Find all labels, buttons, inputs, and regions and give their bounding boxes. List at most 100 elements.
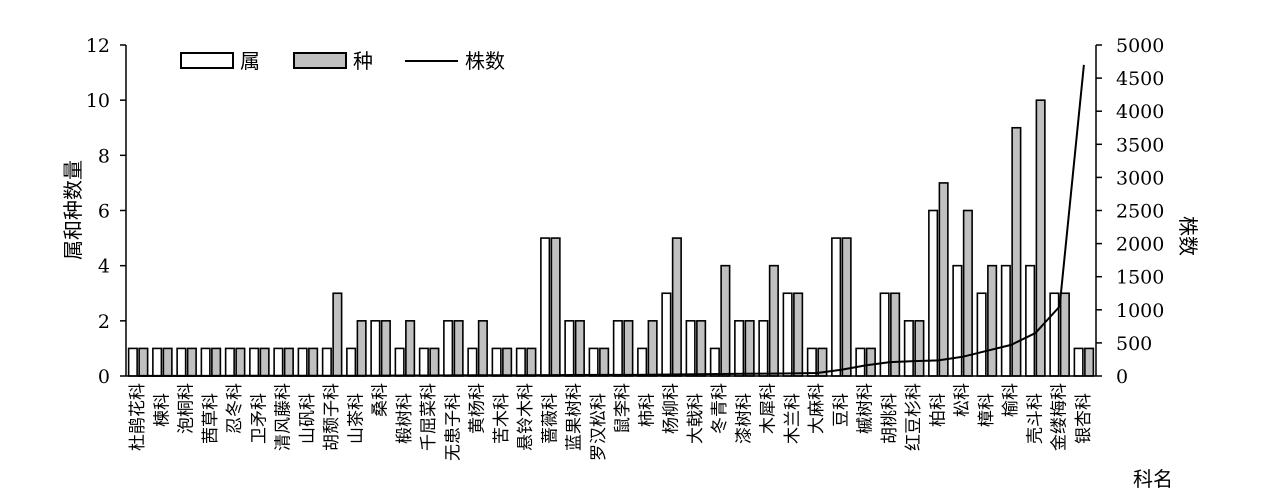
right-axis-ticks: 0 500 1000 1500 2000 2500 3000 3500 4000 4500 5000 <box>1096 35 1164 388</box>
bar-genus-6 <box>273 347 284 377</box>
bar-genus-17 <box>540 237 551 377</box>
y-right-tick-label: 4000 <box>1116 101 1164 123</box>
x-category-label: 杜鹃花科 <box>128 383 148 451</box>
x-category-label: 椴树科 <box>395 393 415 444</box>
x-category-label: 槭树科 <box>856 383 876 434</box>
bar-genus-18 <box>564 320 575 377</box>
bar-genus-5 <box>249 347 260 377</box>
x-category-label: 胡颓子科 <box>322 383 342 451</box>
x-category-label: 山茶科 <box>346 393 366 444</box>
bar-species-38 <box>1059 292 1070 377</box>
legend-label-stems: 株数 <box>465 49 505 73</box>
bar-species-31 <box>890 292 901 377</box>
y-left-tick-label: 4 <box>98 256 110 278</box>
bar-genus-2 <box>176 347 187 377</box>
bar-genus-14 <box>467 347 478 377</box>
bar-species-27 <box>793 292 804 377</box>
x-category-label: 冬青科 <box>710 383 730 434</box>
x-category-label: 卫矛科 <box>249 393 269 444</box>
axes-layer <box>125 45 1097 377</box>
bar-species-10 <box>380 320 391 377</box>
category-labels: 杜鹃花科 楝科 泡桐科 茜草科 忍冬科 卫矛科 清风藤科 山矾科 胡颓子科 山茶科 桑科 椴树科 千屈菜… <box>128 383 1094 461</box>
legend-swatch-genus <box>180 52 234 69</box>
x-category-label: 无患子科 <box>443 393 463 461</box>
x-category-label: 鼠李科 <box>613 383 633 434</box>
bar-genus-10 <box>370 320 381 377</box>
bar-genus-28 <box>806 347 817 377</box>
bar-species-5 <box>259 347 270 377</box>
bar-species-17 <box>550 237 561 377</box>
y-left-tick-label: 6 <box>98 201 110 223</box>
bar-genus-27 <box>782 292 793 377</box>
bar-genus-19 <box>588 347 599 377</box>
x-category-label: 楝科 <box>152 393 172 427</box>
bars-layer <box>127 99 1095 377</box>
bar-species-6 <box>283 347 294 377</box>
x-category-label: 悬铃木科 <box>516 383 536 451</box>
x-category-label: 榆科 <box>1001 383 1021 417</box>
bar-species-13 <box>453 320 464 377</box>
bar-species-23 <box>696 320 707 377</box>
y-left-tick-label: 8 <box>98 145 110 167</box>
bar-genus-12 <box>418 347 429 377</box>
bar-species-24 <box>720 264 731 377</box>
y-right-tick-label: 3500 <box>1116 134 1164 156</box>
bar-genus-29 <box>831 237 842 377</box>
bar-genus-11 <box>394 347 405 377</box>
bar-genus-33 <box>928 209 939 377</box>
x-category-label: 壳斗科 <box>1025 393 1045 444</box>
bar-genus-16 <box>515 347 526 377</box>
x-category-label: 木兰科 <box>783 393 803 444</box>
bar-species-1 <box>162 347 173 377</box>
x-category-label: 大戟科 <box>686 393 706 444</box>
y-right-tick-label: 2500 <box>1116 201 1164 223</box>
x-category-label: 金缕梅科 <box>1050 383 1070 451</box>
x-category-label: 樟科 <box>977 393 997 427</box>
bar-species-25 <box>744 320 755 377</box>
x-category-label: 大麻科 <box>807 383 827 434</box>
bar-genus-13 <box>443 320 454 377</box>
y-left-tick-label: 2 <box>98 311 110 333</box>
bar-genus-25 <box>734 320 745 377</box>
x-category-label: 桑科 <box>371 383 391 417</box>
bar-species-32 <box>914 320 925 377</box>
x-category-label: 木犀科 <box>759 383 779 434</box>
y-left-tick-label: 10 <box>86 90 110 112</box>
legend-swatch-species <box>293 52 347 69</box>
legend-label-species: 种 <box>353 49 373 73</box>
x-category-label: 漆树科 <box>734 393 754 444</box>
y-left-tick-label: 12 <box>86 35 110 57</box>
bar-species-37 <box>1035 99 1046 377</box>
bar-genus-7 <box>297 347 308 377</box>
bar-genus-36 <box>1000 264 1011 377</box>
x-category-label: 松科 <box>953 383 973 417</box>
bar-genus-0 <box>127 347 138 377</box>
y-right-tick-label: 2000 <box>1116 234 1164 256</box>
bar-species-18 <box>574 320 585 377</box>
bar-species-33 <box>938 182 949 377</box>
x-category-label: 胡桃科 <box>880 393 900 444</box>
bar-genus-9 <box>346 347 357 377</box>
x-category-label: 黄杨科 <box>468 383 488 434</box>
bar-genus-1 <box>152 347 163 377</box>
bar-species-34 <box>962 209 973 377</box>
bar-species-8 <box>332 292 343 377</box>
y-right-tick-label: 1500 <box>1116 267 1164 289</box>
x-category-label: 银杏科 <box>1074 393 1094 444</box>
bar-genus-24 <box>709 347 720 377</box>
legend: 属 种 株数 <box>180 49 505 73</box>
x-category-label: 蔷薇科 <box>540 393 560 444</box>
bar-genus-39 <box>1073 347 1084 377</box>
bar-species-21 <box>647 320 658 377</box>
y-right-tick-label: 5000 <box>1116 35 1164 57</box>
x-category-label: 泡桐科 <box>177 383 197 434</box>
legend-label-genus: 属 <box>240 49 260 73</box>
x-axis-label: 科名 <box>1133 467 1173 491</box>
y-right-tick-label: 1000 <box>1116 300 1164 322</box>
bar-genus-4 <box>224 347 235 377</box>
bar-species-19 <box>599 347 610 377</box>
x-category-label: 蓝果树科 <box>565 383 585 451</box>
bar-genus-37 <box>1025 264 1036 377</box>
bar-species-11 <box>405 320 416 377</box>
